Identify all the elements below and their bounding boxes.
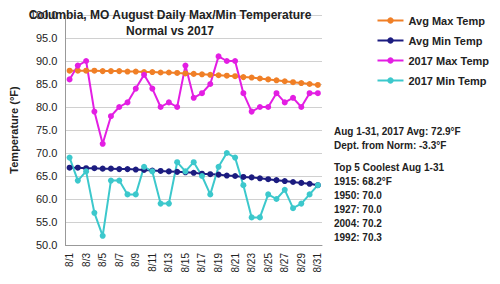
svg-text:80.0: 80.0 xyxy=(36,101,57,113)
svg-text:1915: 68.2°F: 1915: 68.2°F xyxy=(334,176,392,187)
svg-text:Avg Min Temp: Avg Min Temp xyxy=(408,35,482,47)
svg-text:65.0: 65.0 xyxy=(36,170,57,182)
svg-text:8/7: 8/7 xyxy=(114,253,125,267)
svg-text:95.0: 95.0 xyxy=(36,32,57,44)
svg-text:Temperature (°F): Temperature (°F) xyxy=(8,86,20,174)
svg-text:8/19: 8/19 xyxy=(213,253,224,273)
svg-text:2017 Max Temp: 2017 Max Temp xyxy=(408,55,489,67)
svg-text:8/31: 8/31 xyxy=(312,253,323,273)
svg-text:75.0: 75.0 xyxy=(36,124,57,136)
svg-text:8/5: 8/5 xyxy=(97,253,108,267)
svg-text:2004: 70.2: 2004: 70.2 xyxy=(334,218,382,229)
svg-text:60.0: 60.0 xyxy=(36,193,57,205)
svg-text:1927: 70.0: 1927: 70.0 xyxy=(334,204,382,215)
svg-text:Aug 1-31, 2017 Avg: 72.9°F: Aug 1-31, 2017 Avg: 72.9°F xyxy=(334,126,461,137)
svg-text:8/29: 8/29 xyxy=(296,253,307,273)
svg-text:8/1: 8/1 xyxy=(64,253,75,267)
svg-text:8/21: 8/21 xyxy=(230,253,241,273)
svg-text:55.0: 55.0 xyxy=(36,216,57,228)
svg-text:90.0: 90.0 xyxy=(36,55,57,67)
svg-text:8/3: 8/3 xyxy=(81,253,92,267)
svg-text:8/13: 8/13 xyxy=(163,253,174,273)
svg-text:Normal vs 2017: Normal vs 2017 xyxy=(126,24,214,38)
svg-text:2017 Min Temp: 2017 Min Temp xyxy=(408,75,486,87)
svg-text:Dept. from Norm: -3.3°F: Dept. from Norm: -3.3°F xyxy=(334,140,446,151)
svg-text:Avg Max Temp: Avg Max Temp xyxy=(408,15,485,27)
svg-text:8/25: 8/25 xyxy=(263,253,274,273)
svg-text:1992: 70.3: 1992: 70.3 xyxy=(334,232,382,243)
svg-text:Top 5 Coolest Aug 1-31: Top 5 Coolest Aug 1-31 xyxy=(334,162,444,173)
svg-text:50.0: 50.0 xyxy=(36,239,57,251)
svg-text:85.0: 85.0 xyxy=(36,78,57,90)
svg-text:8/23: 8/23 xyxy=(246,253,257,273)
svg-text:8/17: 8/17 xyxy=(196,253,207,273)
svg-text:Columbia, MO August Daily Max/: Columbia, MO August Daily Max/Min Temper… xyxy=(29,8,312,22)
svg-text:70.0: 70.0 xyxy=(36,147,57,159)
svg-text:1950: 70.0: 1950: 70.0 xyxy=(334,190,382,201)
svg-text:8/15: 8/15 xyxy=(180,253,191,273)
svg-text:8/11: 8/11 xyxy=(147,253,158,272)
svg-text:8/27: 8/27 xyxy=(279,253,290,273)
svg-text:8/9: 8/9 xyxy=(130,253,141,267)
